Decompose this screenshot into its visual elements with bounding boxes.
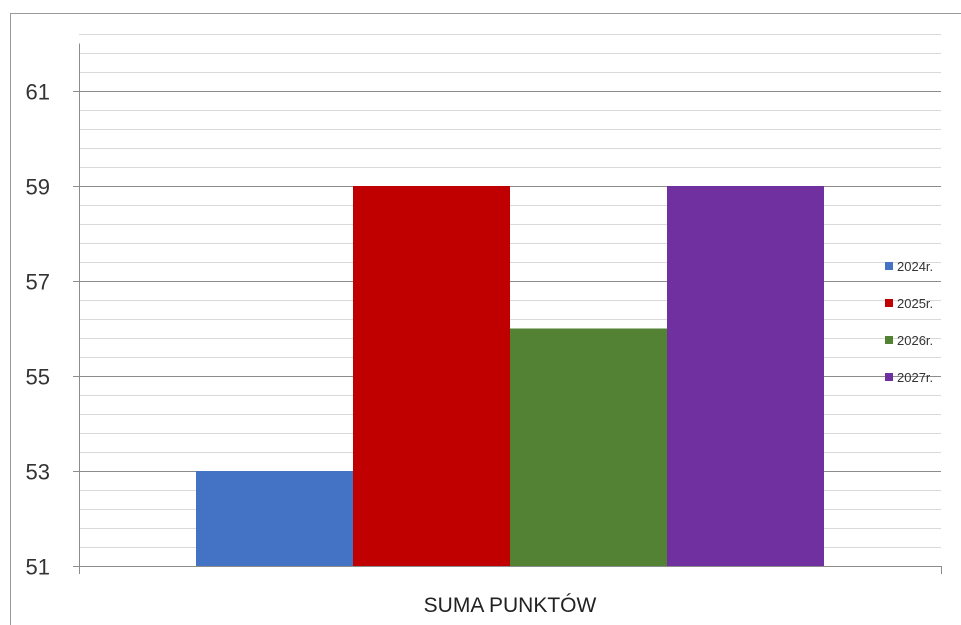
y-tick-label: 59 (26, 175, 50, 200)
axes (73, 43, 942, 574)
bars (196, 186, 824, 566)
y-tick-label: 57 (26, 270, 50, 295)
legend-swatch (885, 299, 893, 307)
y-tick-label: 51 (26, 555, 50, 580)
bar (353, 186, 510, 566)
legend-label: 2027r. (897, 370, 933, 385)
legend-label: 2026r. (897, 333, 933, 348)
bar (667, 186, 824, 566)
y-tick-label: 61 (26, 80, 50, 105)
legend-label: 2024r. (897, 259, 933, 274)
tick-labels: 51 53 55 57 59 61 SUMA PUNKTÓW (26, 80, 597, 618)
chart-frame (10, 13, 961, 625)
legend-label: 2025r. (897, 296, 933, 311)
x-category-label: SUMA PUNKTÓW (424, 594, 597, 617)
legend-swatch (885, 262, 893, 270)
y-tick-label: 53 (26, 460, 50, 485)
bar (196, 471, 353, 566)
y-tick-label: 55 (26, 365, 50, 390)
legend-swatch (885, 336, 893, 344)
bar (510, 328, 667, 566)
legend-swatch (885, 373, 893, 381)
legend: 2024r. 2025r. 2026r. 2027r. (885, 259, 933, 385)
